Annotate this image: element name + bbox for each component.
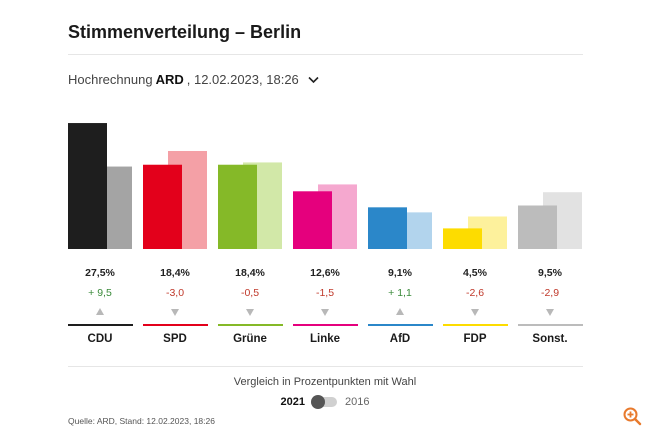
value-label-4: 9,1% [388,267,413,279]
value-label-2: 18,4% [235,267,265,279]
category-label-5: FDP [464,333,487,345]
bar-current-6 [518,205,557,249]
divider [68,54,583,55]
category-label-0: CDU [88,333,113,345]
comparison-label: Vergleich in Prozentpunkten mit Wahl [233,376,417,388]
arrow-down-icon [321,309,329,316]
projection-source: ARD [155,72,184,87]
projection-selector[interactable]: Hochrechnung ARD, 12.02.2023, 18:26 [68,72,319,87]
arrow-up-icon [96,308,104,315]
zoom-in-icon[interactable] [622,406,642,426]
category-label-6: Sonst. [532,333,567,345]
bar-current-2 [218,164,257,249]
category-underline-1 [143,324,208,326]
year-previous-label: 2016 [345,396,370,408]
category-label-2: Grüne [233,333,267,345]
diff-label-0: + 9,5 [88,287,112,299]
category-label-3: Linke [310,333,340,345]
diff-label-1: -3,0 [166,287,184,299]
arrow-up-icon [396,308,404,315]
bar-current-3 [293,191,332,249]
year-toggle-row: 2021 2016 [0,395,650,409]
category-underline-0 [68,324,133,326]
arrow-down-icon [471,309,479,316]
divider [68,366,583,367]
value-label-6: 9,5% [538,267,563,279]
arrow-down-icon [171,309,179,316]
bar-current-4 [368,207,407,249]
category-underline-6 [518,324,583,326]
bar-current-1 [143,164,182,249]
projection-datetime: , 12.02.2023, 18:26 [186,72,299,87]
bar-current-0 [68,123,107,249]
category-underline-2 [218,324,283,326]
year-toggle-switch[interactable] [311,395,337,409]
source-note: Quelle: ARD, Stand: 12.02.2023, 18:26 [68,416,215,426]
projection-prefix: Hochrechnung [68,72,153,87]
arrow-down-icon [246,309,254,316]
diff-label-6: -2,9 [541,287,559,299]
page-title: Stimmenverteilung – Berlin [68,22,302,42]
diff-label-4: + 1,1 [388,287,412,299]
diff-label-3: -1,5 [316,287,334,299]
toggle-knob [311,395,325,409]
category-label-1: SPD [163,333,187,345]
value-label-0: 27,5% [85,267,115,279]
category-underline-3 [293,324,358,326]
category-underline-4 [368,324,433,326]
arrow-down-icon [546,309,554,316]
diff-label-5: -2,6 [466,287,484,299]
diff-label-2: -0,5 [241,287,259,299]
value-label-1: 18,4% [160,267,190,279]
category-label-4: AfD [390,333,410,345]
category-underline-5 [443,324,508,326]
value-label-3: 12,6% [310,267,340,279]
bar-chart: 27,5% + 9,5 CDU 18,4% -3,0 SPD 18,4% -0,5 Grüne 1… [68,123,583,345]
year-current-label: 2021 [280,396,305,408]
chevron-down-icon [308,76,319,83]
bar-current-5 [443,228,482,249]
value-label-5: 4,5% [463,267,488,279]
